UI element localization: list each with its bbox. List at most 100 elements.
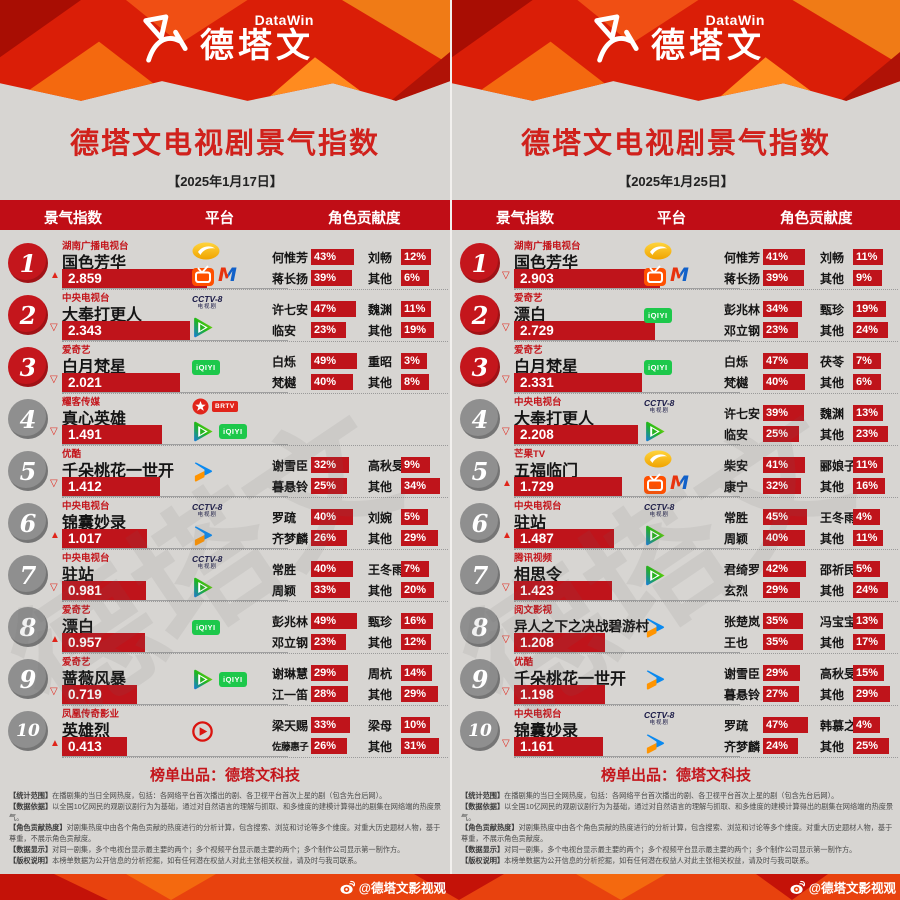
platform-icons: CCTV-8 电视剧 [192,499,292,547]
contribution-cell: 茯苓 7% [820,352,881,370]
trend-down-icon: ▽ [50,426,58,437]
contribution-cell: 常胜 40% [272,560,353,578]
platform-icons: iQIYI [644,304,744,327]
ranking-row: 2 ▽ 中央电视台 大奉打更人 2.343 CCTV-8 电视剧 许七安 47% 魏渊 11% 临安 2… [0,290,450,342]
platform-icon-line [192,524,292,547]
trend-down-icon: ▽ [502,322,510,333]
index-bar: 2.729 [514,321,655,340]
character-name: 其他 [820,427,845,442]
contribution-bar: 29% [763,582,800,598]
contribution-cell: 其他 24% [820,321,888,339]
page-title: 德塔文电视剧景气指数 [69,128,380,160]
fine-print-line: 【统计范围】在播剧集的当日全网热度，包括：各网络平台首次播出的剧、各卫视平台首次… [9,791,387,800]
contribution-bar: 11% [853,249,883,265]
contribution-cell: 王冬雨 4% [820,508,880,526]
network-label: 阅文影视 [514,605,553,616]
contribution-bar: 23% [853,426,888,442]
contribution-bar: 40% [311,509,353,525]
contribution-bar: 34% [763,301,802,317]
fine-print-line: 【角色贡献热度】对剧集热度中由各个角色贡献的热度进行的分析计算，包含搜索、浏览和… [461,823,893,844]
rank-badge: 4 [8,399,48,439]
trend-down-icon: ▽ [50,686,58,697]
contribution-bar: 20% [401,582,434,598]
trend-down-icon: ▽ [502,738,510,749]
character-name: 梁天赐 [272,718,309,733]
contributions: 常胜 45% 王冬雨 4% 周颖 40% 其他 11% [724,508,900,548]
contribution-bar: 12% [401,249,431,265]
bar-baseline [62,443,288,445]
index-bar: 0.413 [62,737,127,756]
contributions: 柴安 41% 郦娘子 11% 康宁 32% 其他 16% [724,456,900,496]
contributions: 谢琳慧 29% 周杭 14% 江一笛 28% 其他 29% [272,664,448,704]
platform-icon-line [644,524,744,547]
drama-title: 千朵桃花一世开 [514,671,627,688]
index-bar: 2.903 [514,269,660,288]
contributions: 罗疏 40% 刘婉 5% 齐梦麟 26% 其他 29% [272,508,448,548]
contribution-cell: 刘畅 11% [820,248,883,266]
contribution-bar: 19% [853,301,886,317]
ranking-row: 3 ▽ 爱奇艺 白月梵星 2.021 iQIYI 白烁 49% 重昭 3% 梵樾 40% 其他 8% [0,342,450,394]
character-name: 江一笛 [272,687,309,702]
rank-badge: 7 [460,555,500,595]
bar-baseline [62,391,288,393]
character-name: 梵樾 [272,375,297,390]
platform-icon-line [192,576,292,599]
contribution-cell: 其他 19% [368,321,434,339]
contributions: 常胜 40% 王冬雨 7% 周颖 33% 其他 20% [272,560,448,600]
contribution-cell: 谢雪臣 29% [724,664,800,682]
index-bar: 2.208 [514,425,638,444]
contribution-cell: 其他 11% [820,529,883,547]
contribution-cell: 周颖 40% [724,529,805,547]
platform-icons: CCTV-8 电视剧 [192,551,292,599]
cctv8-icon: CCTV-8 电视剧 [644,398,675,414]
ranking-row: 4 ▽ 耀客传媒 真心英雄 1.491 BRTV iQIYI [0,394,450,446]
contribution-cell: 周颖 33% [272,581,350,599]
drama-title: 英雄烈 [62,723,111,740]
contribution-cell: 魏渊 13% [820,404,883,422]
fine-print-line: 【版权说明】本榜单数据为公开信息的分析挖掘，如有任何潜在权益人对此主张相关权益，… [9,855,362,865]
drama-title: 蔷薇风暴 [62,671,127,688]
network-label: 爱奇艺 [62,345,91,356]
bar-baseline [514,443,740,445]
contribution-cell: 许七安 39% [724,404,804,422]
character-name: 茯苓 [820,354,845,369]
character-name: 魏渊 [820,406,845,421]
platform-icons [644,616,744,639]
drama-title: 驻站 [514,515,547,532]
drama-title: 锦囊妙录 [62,515,127,532]
contribution-cell: 齐梦麟 24% [724,737,798,755]
contributions: 罗疏 47% 韩慕之 4% 齐梦麟 24% 其他 25% [724,716,900,756]
contribution-cell: 谢雪臣 32% [272,456,349,474]
contribution-cell: 何惟芳 41% [724,248,805,266]
network-label: 爱奇艺 [62,657,91,668]
index-bar: 1.729 [514,477,622,496]
contribution-cell: 邓立钢 23% [272,633,346,651]
network-label: 中央电视台 [62,293,110,304]
drama-title: 白月梵星 [62,359,127,376]
column-platform: 平台 [205,211,234,227]
contribution-bar: 19% [401,322,434,338]
character-name: 常胜 [272,562,297,577]
character-name: 其他 [820,739,845,754]
character-name: 齐梦麟 [724,739,761,754]
page-title: 德塔文电视剧景气指数 [520,128,831,160]
platform-icons: CCTV-8 电视剧 [644,395,744,443]
ranking-row: 6 ▲ 中央电视台 驻站 1.487 CCTV-8 电视剧 常胜 45% 王冬雨 4% 周颖 40% 其他… [452,498,900,550]
character-name: 何惟芳 [272,250,309,265]
ranking-row: 2 ▽ 爱奇艺 漂白 2.729 iQIYI 彭兆林 34% 甄珍 19% 邓立钢 23% 其他 24% [452,290,900,342]
platform-icons [192,460,292,483]
contribution-cell: 冯宝宝 13% [820,612,883,630]
contribution-cell: 梁母 10% [368,716,430,734]
platform-icons: iQIYI [192,668,292,691]
index-bar: 2.859 [62,269,207,288]
character-name: 韩慕之 [820,718,857,733]
character-name: 白烁 [272,354,297,369]
hunan-tv-icon [192,242,220,260]
platform-icon-line [192,720,292,743]
ranking-row: 1 ▽ 湖南广播电视台 国色芳华 2.903 M M 何惟芳 41% 刘畅 11% 蒋长扬 39% 其他 9… [452,238,900,290]
iqiyi-icon: iQIYI [219,672,247,687]
character-name: 其他 [368,531,393,546]
hunan-tv-icon [644,450,672,468]
bar-baseline [514,755,740,757]
